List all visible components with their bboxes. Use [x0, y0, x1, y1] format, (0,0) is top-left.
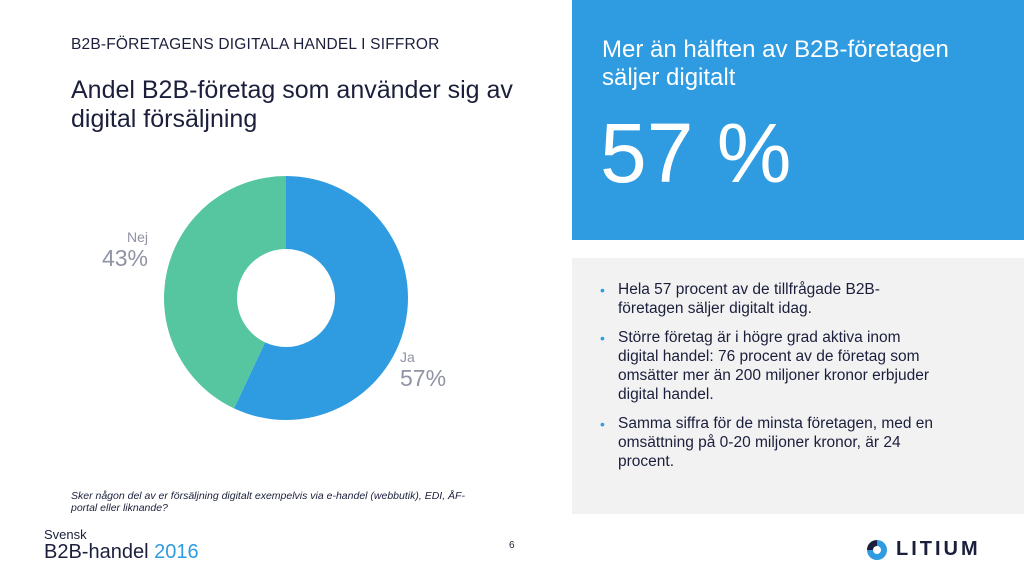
- slice-name-ja: Ja: [400, 349, 415, 365]
- brand-wordmark: Svensk B2B-handel 2016: [44, 528, 199, 563]
- page-number: 6: [509, 540, 515, 551]
- bullet-dot-icon: •: [600, 416, 605, 432]
- slice-value-ja: 57%: [400, 365, 447, 391]
- slice-label-nej: Nej 43%: [80, 229, 148, 271]
- bullet-text: Hela 57 procent av de tillfrågade B2B-fö…: [618, 281, 880, 317]
- litium-logo-icon: [867, 539, 887, 560]
- survey-question-footnote: Sker någon del av er försäljning digital…: [71, 490, 465, 514]
- bullet-item: • Större företag är i högre grad aktiva i…: [598, 328, 938, 404]
- highlight-value: 57 %: [600, 106, 792, 200]
- donut-slice-ja: [234, 175, 409, 421]
- bullet-dot-icon: •: [600, 330, 605, 346]
- donut-svg: [164, 175, 409, 421]
- slice-value-nej: 43%: [101, 245, 148, 271]
- bullet-list: • Hela 57 procent av de tillfrågade B2B-f…: [598, 280, 938, 481]
- slice-label-ja: Ja 57%: [400, 349, 452, 391]
- logo-text: LITIUM: [896, 538, 981, 560]
- bullet-panel: • Hela 57 procent av de tillfrågade B2B-f…: [572, 258, 1024, 514]
- brand-year: 2016: [154, 541, 199, 563]
- brand-line1: Svensk: [44, 527, 87, 542]
- bullet-item: • Hela 57 procent av de tillfrågade B2B-f…: [598, 280, 938, 318]
- bullet-item: • Samma siffra för de minsta företagen, m…: [598, 414, 938, 471]
- slice-name-nej: Nej: [126, 229, 148, 245]
- highlight-box: Mer än hälften av B2B-företagen säljer d…: [572, 0, 1024, 240]
- litium-logo: LITIUM: [866, 538, 981, 561]
- slide-kicker: B2B-FÖRETAGENS DIGITALA HANDEL I SIFFROR: [71, 36, 440, 53]
- donut-slice-nej: [164, 176, 286, 409]
- slide-title: Andel B2B-företag som använder sig av di…: [71, 76, 513, 133]
- highlight-title: Mer än hälften av B2B-företagen säljer d…: [602, 36, 949, 91]
- donut-chart: Nej 43% Ja 57%: [0, 0, 560, 480]
- bullet-text: Större företag är i högre grad aktiva in…: [618, 329, 929, 403]
- bullet-text: Samma siffra för de minsta företagen, me…: [618, 415, 934, 470]
- brand-line2: B2B-handel: [44, 541, 149, 563]
- bullet-dot-icon: •: [600, 282, 605, 298]
